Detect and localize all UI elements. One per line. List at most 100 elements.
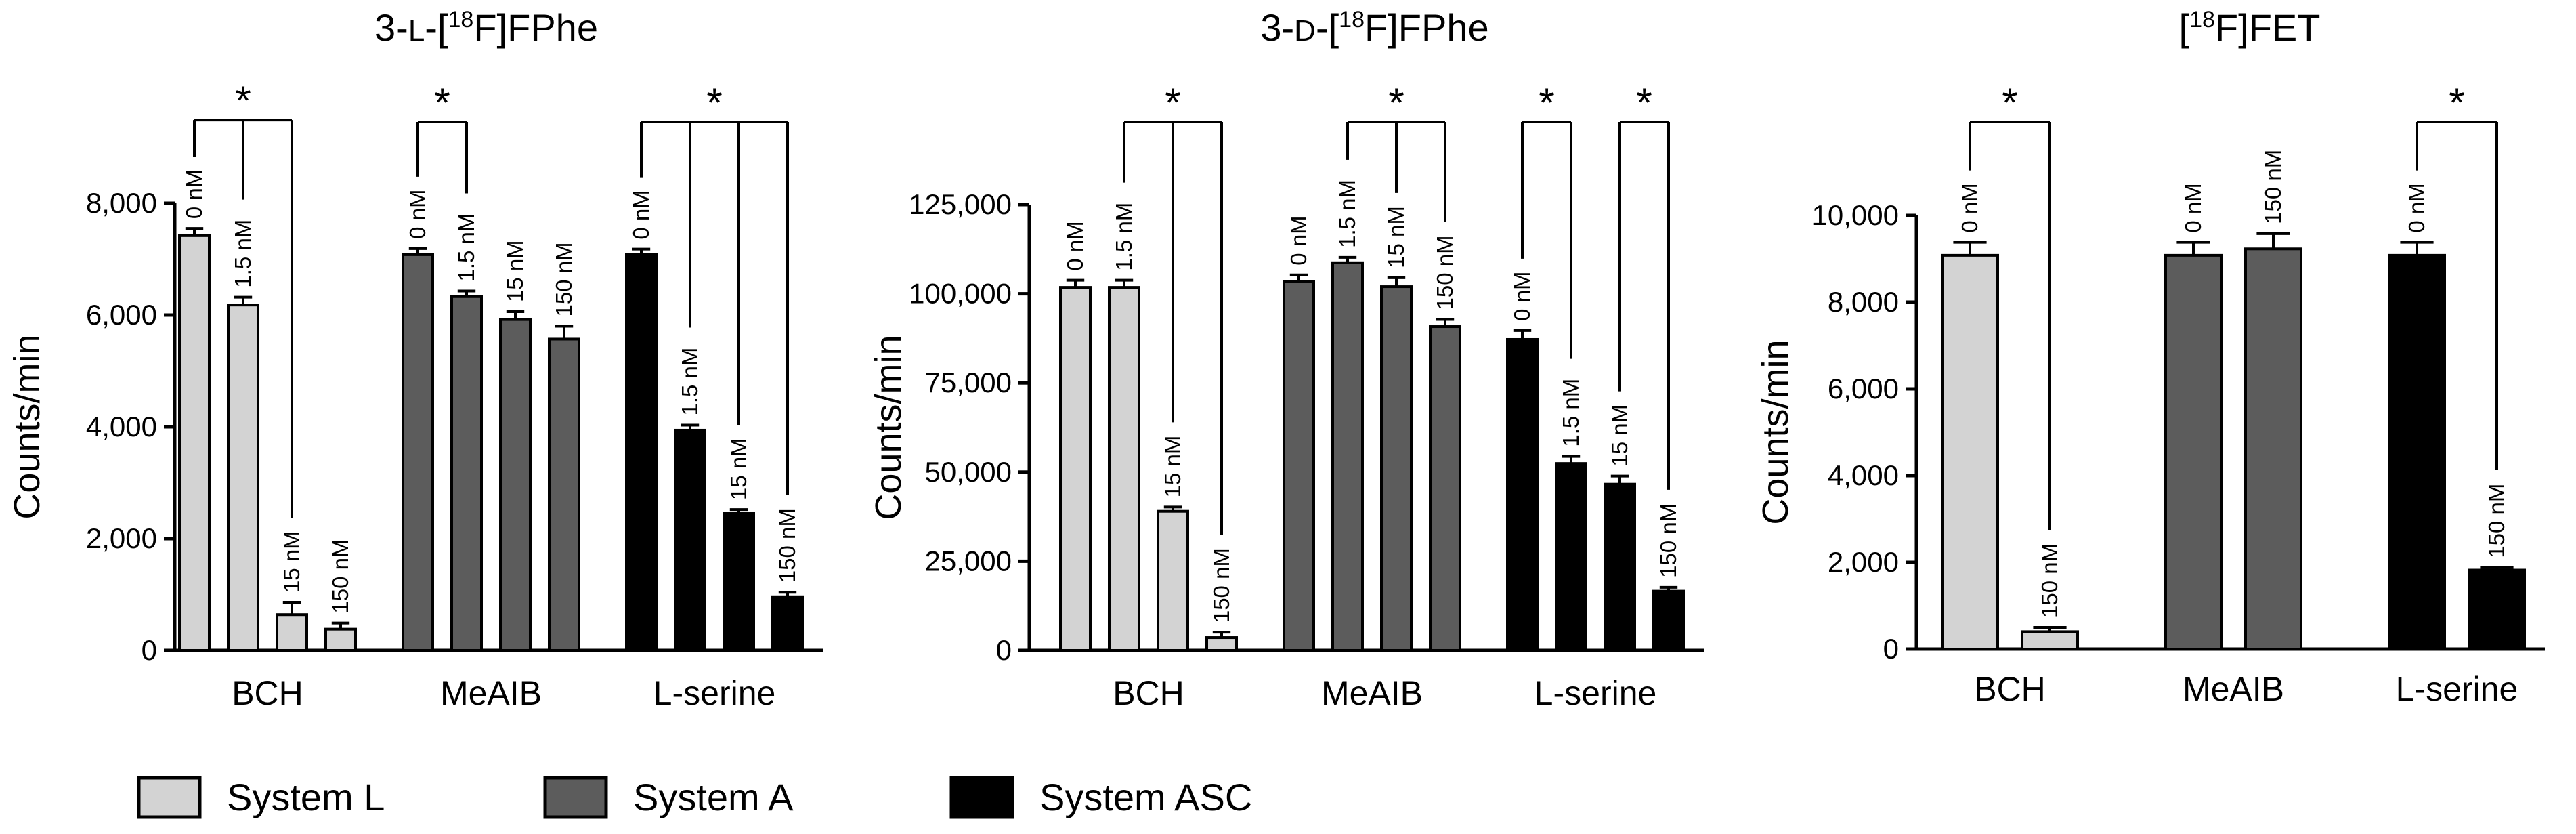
legend-item-system-a: System A bbox=[543, 776, 794, 819]
dose-label: 0 nM bbox=[1509, 271, 1534, 320]
bar-bch-1-5-nm bbox=[227, 304, 259, 652]
dose-label: 0 nM bbox=[2404, 183, 2429, 232]
significance-bracket: * bbox=[1123, 80, 1223, 535]
dose-label: 150 nM bbox=[2037, 543, 2062, 618]
significance-star: * bbox=[706, 80, 722, 125]
y-tick-label: 10,000 bbox=[1812, 199, 1899, 231]
y-tick-label: 100,000 bbox=[909, 278, 1012, 310]
bar-group-l-serine: 0 nM 150 nM bbox=[2388, 183, 2526, 651]
bar-group-bch: 0 nM 1.5 nM 15 nM 150 nM bbox=[178, 169, 357, 652]
dose-label: 0 nM bbox=[405, 189, 430, 238]
y-tick-label: 2,000 bbox=[1828, 546, 1899, 578]
chart-panel-3: [18F]FET Counts/min 0 2,000 4,000 6,000 8,000 1… bbox=[1755, 6, 2545, 708]
bar-l-serine-1-5-nm bbox=[1555, 462, 1587, 652]
bar-bch-15-nm bbox=[1157, 509, 1189, 652]
bar-l-serine-0-nm bbox=[1506, 337, 1539, 652]
bar-group-bch: 0 nM 1.5 nM 15 nM 150 nM bbox=[1059, 203, 1238, 652]
dose-label: 1.5 nM bbox=[230, 220, 255, 288]
y-tick-label: 4,000 bbox=[1828, 459, 1899, 491]
bar-meaib-0-nm bbox=[402, 253, 434, 652]
y-tick-label: 6,000 bbox=[86, 299, 157, 331]
y-tick-label: 8,000 bbox=[1828, 286, 1899, 318]
dose-label: 0 nM bbox=[181, 169, 207, 219]
bar-meaib-150-nm bbox=[2244, 247, 2302, 650]
dose-label: 0 nM bbox=[1957, 183, 1982, 232]
y-tick-label: 4,000 bbox=[86, 411, 157, 442]
y-tick-label: 0 bbox=[996, 634, 1012, 666]
y-tick-label: 0 bbox=[142, 634, 157, 666]
dose-label: 15 nM bbox=[1383, 206, 1409, 268]
y-axis-label: Counts/min bbox=[868, 335, 909, 520]
significance-star: * bbox=[434, 80, 450, 125]
significance-bracket: * bbox=[1618, 80, 1670, 490]
bar-l-serine-0-nm bbox=[625, 253, 658, 652]
significance-star: * bbox=[1539, 80, 1554, 125]
bar-bch-0-nm bbox=[178, 234, 211, 652]
chart-panel-1: 3-L-[18F]FPhe Counts/min 0 2,000 4,000 6,000 8… bbox=[7, 6, 823, 712]
legend-label-system-a: System A bbox=[633, 776, 794, 818]
dose-label: 0 nM bbox=[628, 190, 653, 239]
bar-meaib-1-5-nm bbox=[450, 295, 483, 652]
dose-label: 150 nM bbox=[1209, 548, 1234, 623]
bar-bch-1-5-nm bbox=[1108, 286, 1140, 652]
legend-item-system-asc: System ASC bbox=[949, 776, 1252, 819]
significance-bracket: * bbox=[193, 78, 293, 518]
dose-label: 150 nM bbox=[775, 508, 800, 583]
bar-l-serine-150-nm bbox=[2468, 568, 2526, 651]
significance-star: * bbox=[235, 78, 251, 123]
dose-label: 150 nM bbox=[328, 539, 353, 613]
dose-label: 150 nM bbox=[2260, 150, 2285, 224]
dose-label: 150 nM bbox=[2484, 484, 2509, 558]
x-category-label: L-serine bbox=[2396, 670, 2518, 708]
significance-star: * bbox=[2449, 80, 2464, 125]
y-tick-label: 25,000 bbox=[925, 545, 1012, 577]
significance-star: * bbox=[1388, 80, 1404, 125]
dose-label: 0 nM bbox=[1286, 215, 1311, 265]
dose-label: 0 nM bbox=[2181, 183, 2206, 232]
legend-label-system-asc: System ASC bbox=[1039, 776, 1252, 818]
bar-l-serine-15-nm bbox=[723, 512, 755, 652]
x-category-label: BCH bbox=[1974, 670, 2046, 708]
legend-swatch-system-l bbox=[137, 776, 202, 819]
bar-bch-150-nm bbox=[2021, 630, 2079, 651]
bar-meaib-15-nm bbox=[499, 318, 532, 652]
significance-bracket: * bbox=[1346, 80, 1446, 222]
dose-label: 150 nM bbox=[1432, 235, 1457, 310]
dose-label: 1.5 nM bbox=[454, 213, 479, 282]
legend-item-system-l: System L bbox=[137, 776, 385, 819]
y-tick-label: 8,000 bbox=[86, 187, 157, 219]
legend-swatch-system-a bbox=[543, 776, 608, 819]
significance-bracket: * bbox=[1969, 80, 2051, 530]
significance-star: * bbox=[1165, 80, 1180, 125]
x-category-label: BCH bbox=[1113, 674, 1184, 712]
significance-bracket: * bbox=[640, 80, 789, 495]
bar-meaib-15-nm bbox=[1380, 285, 1413, 652]
x-category-label: BCH bbox=[232, 674, 303, 712]
y-tick-label: 125,000 bbox=[909, 188, 1012, 220]
bar-l-serine-150-nm bbox=[1652, 589, 1685, 652]
bar-l-serine-0-nm bbox=[2388, 253, 2446, 650]
bar-group-bch: 0 nM 150 nM bbox=[1941, 183, 2079, 651]
bar-group-l-serine: 0 nM 1.5 nM 15 nM 150 nM bbox=[625, 190, 804, 652]
bar-l-serine-15-nm bbox=[1604, 482, 1636, 652]
y-axis-label: Counts/min bbox=[7, 334, 47, 519]
bar-bch-150-nm bbox=[324, 627, 357, 652]
dose-label: 15 nM bbox=[279, 530, 304, 593]
significance-bracket: * bbox=[416, 80, 468, 194]
bar-meaib-0-nm bbox=[1283, 280, 1315, 652]
legend-swatch-system-asc bbox=[949, 776, 1014, 819]
dose-label: 0 nM bbox=[1062, 221, 1088, 270]
y-tick-label: 6,000 bbox=[1828, 373, 1899, 404]
bar-bch-15-nm bbox=[276, 613, 308, 652]
dose-label: 150 nM bbox=[1656, 503, 1681, 578]
x-category-label: MeAIB bbox=[1321, 674, 1423, 712]
x-category-label: MeAIB bbox=[440, 674, 542, 712]
significance-star: * bbox=[1636, 80, 1652, 125]
dose-label: 1.5 nM bbox=[1111, 203, 1136, 271]
legend: System L System A System ASC bbox=[137, 776, 1252, 819]
y-tick-label: 0 bbox=[1883, 633, 1899, 665]
bar-group-meaib: 0 nM 1.5 nM 15 nM 150 nM bbox=[402, 189, 580, 652]
chart-panel-2: 3-D-[18F]FPhe Counts/min 0 25,000 50,000 75,0… bbox=[868, 6, 1704, 712]
